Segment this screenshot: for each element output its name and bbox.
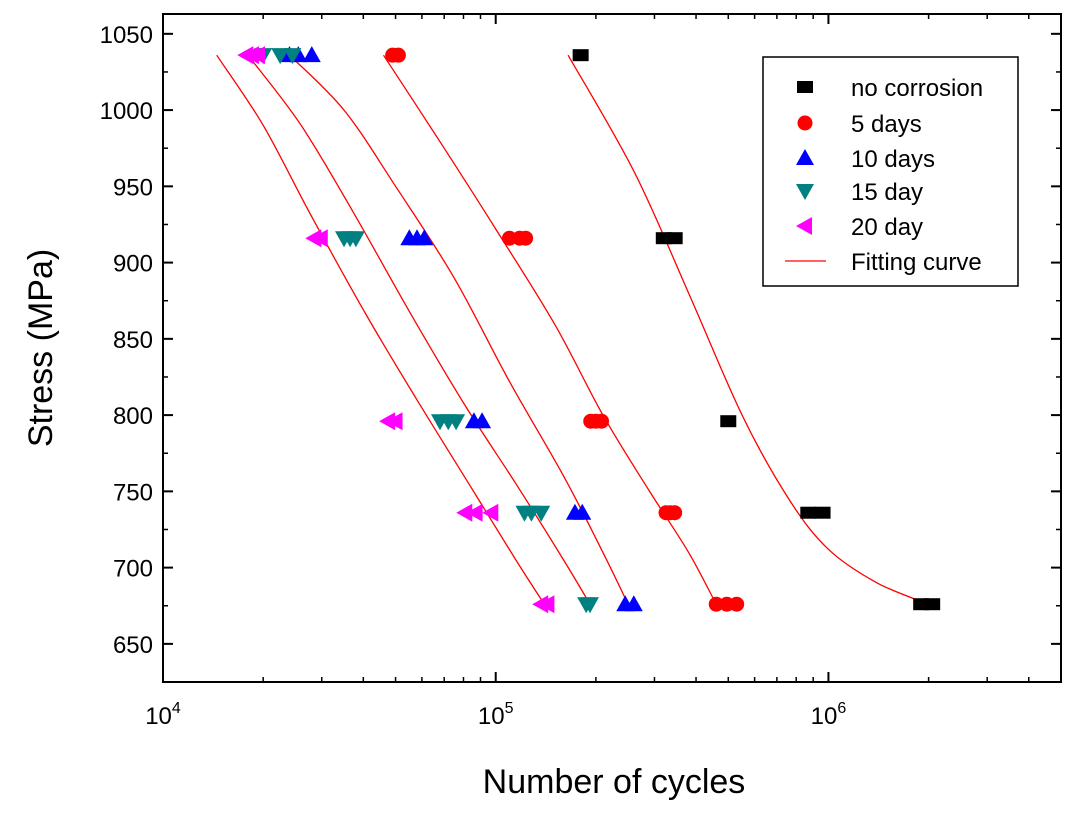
data-point: [814, 506, 831, 519]
data-point: [729, 596, 745, 612]
legend-label: Fitting curve: [851, 249, 982, 276]
data-point: [482, 503, 499, 522]
data-point: [456, 503, 473, 522]
data-point: [800, 506, 817, 519]
y-tick-label: 700: [113, 556, 153, 583]
data-point: [386, 412, 403, 431]
legend-label: 5 days: [851, 111, 922, 138]
data-point: [666, 232, 683, 245]
legend-marker: [797, 81, 813, 93]
x-tick-base: 10: [145, 703, 172, 730]
data-point: [473, 412, 492, 429]
x-tick-base: 10: [811, 703, 838, 730]
data-point: [720, 415, 737, 428]
legend-box: [762, 56, 1019, 287]
fitting-curve: [289, 54, 629, 605]
x-tick-exponent: 4: [172, 700, 181, 717]
data-point: [518, 230, 534, 246]
x-tick-label: 104: [145, 700, 181, 730]
legend-marker: [796, 184, 814, 200]
y-tick-label: 900: [113, 251, 153, 278]
x-tick-exponent: 6: [837, 700, 846, 717]
fitting-curve: [567, 54, 929, 605]
fitting-curves: [216, 54, 929, 605]
y-tick-label: 850: [113, 327, 153, 354]
data-point: [667, 505, 683, 521]
y-tick-label: 950: [113, 174, 153, 201]
y-tick-label: 1000: [100, 98, 153, 125]
data-point: [572, 49, 589, 62]
x-axis-title: Number of cycles: [483, 763, 746, 801]
data-point: [302, 46, 321, 63]
data-point: [708, 596, 724, 612]
data-point: [594, 413, 610, 429]
y-tick-label: 800: [113, 403, 153, 430]
y-axis-title: Stress (MPa): [22, 249, 60, 447]
fitting-curve: [382, 54, 717, 605]
data-point: [924, 598, 941, 611]
data-point: [249, 46, 266, 65]
data-point: [624, 595, 643, 612]
x-tick-base: 10: [478, 703, 505, 730]
data-point: [573, 503, 592, 520]
data-point: [447, 414, 466, 431]
x-tick-label: 105: [478, 700, 514, 730]
legend-label: no corrosion: [851, 75, 983, 102]
data-point: [311, 229, 328, 248]
fitting-curve: [216, 54, 545, 605]
y-tick-label: 1050: [100, 22, 153, 49]
legend-label: 20 day: [851, 214, 923, 241]
y-tick-label: 750: [113, 479, 153, 506]
x-tick-exponent: 5: [505, 700, 514, 717]
data-point: [580, 597, 599, 614]
legend-marker: [796, 149, 814, 165]
data-points: [237, 46, 941, 614]
data-point: [415, 229, 434, 246]
data-point: [532, 505, 551, 522]
legend-label: 10 days: [851, 146, 935, 173]
data-point: [466, 503, 483, 522]
data-point: [538, 595, 555, 614]
legend-marker: [797, 115, 813, 131]
plot-frame: [162, 13, 1062, 683]
legend-marker: [796, 217, 812, 235]
y-tick-label: 650: [113, 632, 153, 659]
legend-label: 15 day: [851, 179, 923, 206]
legend: no corrosion 5 days 10 days 15 day 20 day Fit…: [762, 56, 1019, 287]
data-point: [283, 48, 302, 65]
data-point: [271, 48, 290, 65]
fitting-curve: [247, 54, 591, 605]
x-tick-label: 106: [811, 700, 847, 730]
data-point: [390, 47, 406, 63]
data-point: [346, 231, 365, 248]
